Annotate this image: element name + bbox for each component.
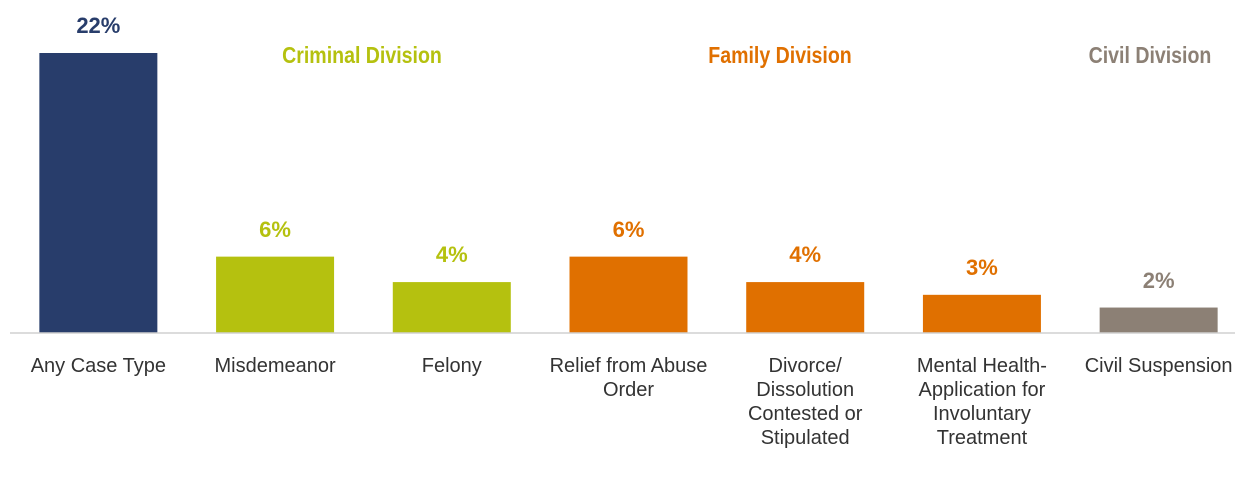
value-label: 3% — [966, 254, 998, 280]
division-label: Civil Division — [1088, 42, 1212, 68]
division-label: Family Division — [708, 42, 852, 68]
x-tick-label: Any Case Type — [30, 355, 166, 377]
x-tick-label: Felony — [421, 355, 482, 377]
value-label: 4% — [435, 242, 468, 268]
bar — [39, 53, 158, 333]
bar — [746, 282, 865, 333]
bar — [216, 256, 335, 333]
bar — [392, 282, 511, 333]
bar — [569, 256, 688, 333]
x-tick-label: Misdemeanor — [214, 355, 336, 377]
x-tick-label: Relief from Abuse Order — [549, 355, 708, 401]
bar — [1099, 307, 1218, 333]
value-label: 2% — [1142, 267, 1175, 293]
x-tick-label: Mental Health-Application for Involuntar… — [916, 355, 1047, 449]
value-label: 6% — [259, 216, 291, 242]
x-tick-label: Divorce/ Dissolution Contested or Stipul… — [747, 355, 863, 449]
division-label: Criminal Division — [282, 42, 442, 68]
bar — [922, 294, 1041, 333]
value-label: 4% — [789, 242, 822, 268]
value-label: 6% — [612, 216, 645, 242]
value-label: 22% — [76, 13, 121, 38]
x-tick-label: Civil Suspension — [1084, 355, 1233, 377]
